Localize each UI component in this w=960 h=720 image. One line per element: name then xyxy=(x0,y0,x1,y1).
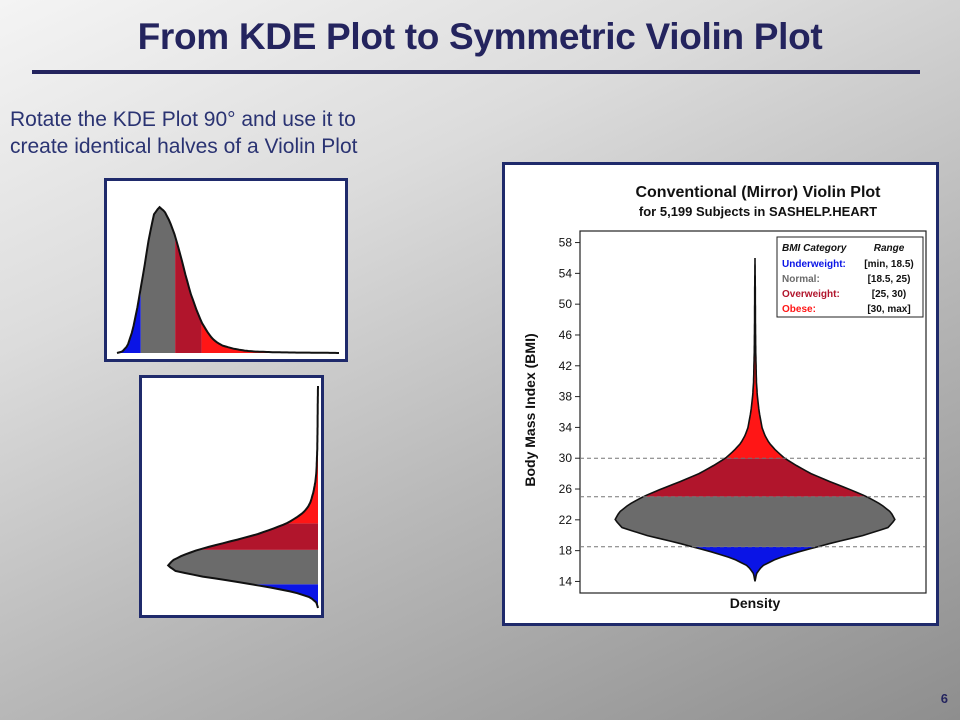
y-tick-label: 34 xyxy=(559,420,573,434)
slide-title: From KDE Plot to Symmetric Violin Plot xyxy=(137,16,823,57)
caption: Rotate the KDE Plot 90° and use it to cr… xyxy=(10,106,357,160)
kde-band-obese xyxy=(201,322,339,353)
y-tick-label: 30 xyxy=(559,451,573,465)
legend-entry-label: Obese: xyxy=(782,304,816,315)
y-tick-label: 38 xyxy=(559,390,573,404)
legend-entry-range: [25, 30) xyxy=(872,289,906,300)
violin-band-normal xyxy=(615,496,895,547)
y-tick-label: 22 xyxy=(559,513,573,527)
legend-entry-range: [30, max] xyxy=(867,304,910,315)
rotated-kde-panel xyxy=(139,375,324,618)
y-tick-label: 58 xyxy=(559,236,573,250)
kde-outline xyxy=(116,205,339,354)
title-rule xyxy=(32,70,920,74)
y-tick-label: 14 xyxy=(559,574,573,588)
legend: BMI Category Range Underweight: [min, 18.5)… xyxy=(776,236,924,318)
y-tick-label: 54 xyxy=(559,266,573,280)
half-band-normal xyxy=(168,549,318,585)
y-tick-label: 42 xyxy=(559,359,573,373)
legend-entry-label: Underweight: xyxy=(782,259,846,270)
chart-title: Conventional (Mirror) Violin Plot xyxy=(635,184,881,201)
half-outline xyxy=(166,386,319,609)
legend-entry-label: Normal: xyxy=(782,274,820,285)
caption-line-2: create identical halves of a Violin Plot xyxy=(10,135,358,158)
legend-frame xyxy=(776,236,924,318)
chart-subtitle: for 5,199 Subjects in SASHELP.HEART xyxy=(639,204,877,219)
half-band-overweight xyxy=(198,523,318,550)
violin-band-overweight xyxy=(643,458,867,497)
violin-band-obese xyxy=(725,258,785,459)
half-band-obese xyxy=(286,386,318,524)
kde-band-overweight xyxy=(175,236,202,353)
page-number: 6 xyxy=(940,691,948,706)
y-tick-label: 18 xyxy=(559,544,573,558)
kde-band-normal xyxy=(140,207,176,353)
legend-entry-range: [18.5, 25) xyxy=(868,274,911,285)
legend-header-range: Range xyxy=(874,243,905,254)
kde-plot-panel xyxy=(104,178,348,362)
x-axis-label: Density xyxy=(730,595,781,611)
violin-plot-panel: Conventional (Mirror) Violin Plot for 5,… xyxy=(502,162,939,626)
legend-entry-range: [min, 18.5) xyxy=(864,259,913,270)
kde-plot xyxy=(116,205,339,354)
y-tick-label: 46 xyxy=(559,328,573,342)
caption-line-1: Rotate the KDE Plot 90° and use it to xyxy=(10,108,356,131)
y-tick-label: 26 xyxy=(559,482,573,496)
rotated-kde-plot xyxy=(166,386,319,609)
legend-entry-label: Overweight: xyxy=(782,289,840,300)
y-axis-label: Body Mass Index (BMI) xyxy=(522,333,538,486)
violin-outline xyxy=(614,258,896,582)
violin-chart: Conventional (Mirror) Violin Plot for 5,… xyxy=(522,184,927,611)
half-band-underweight xyxy=(250,584,318,608)
kde-band-underweight xyxy=(117,287,141,353)
y-tick-label: 50 xyxy=(559,297,573,311)
legend-header-category: BMI Category xyxy=(782,243,847,254)
